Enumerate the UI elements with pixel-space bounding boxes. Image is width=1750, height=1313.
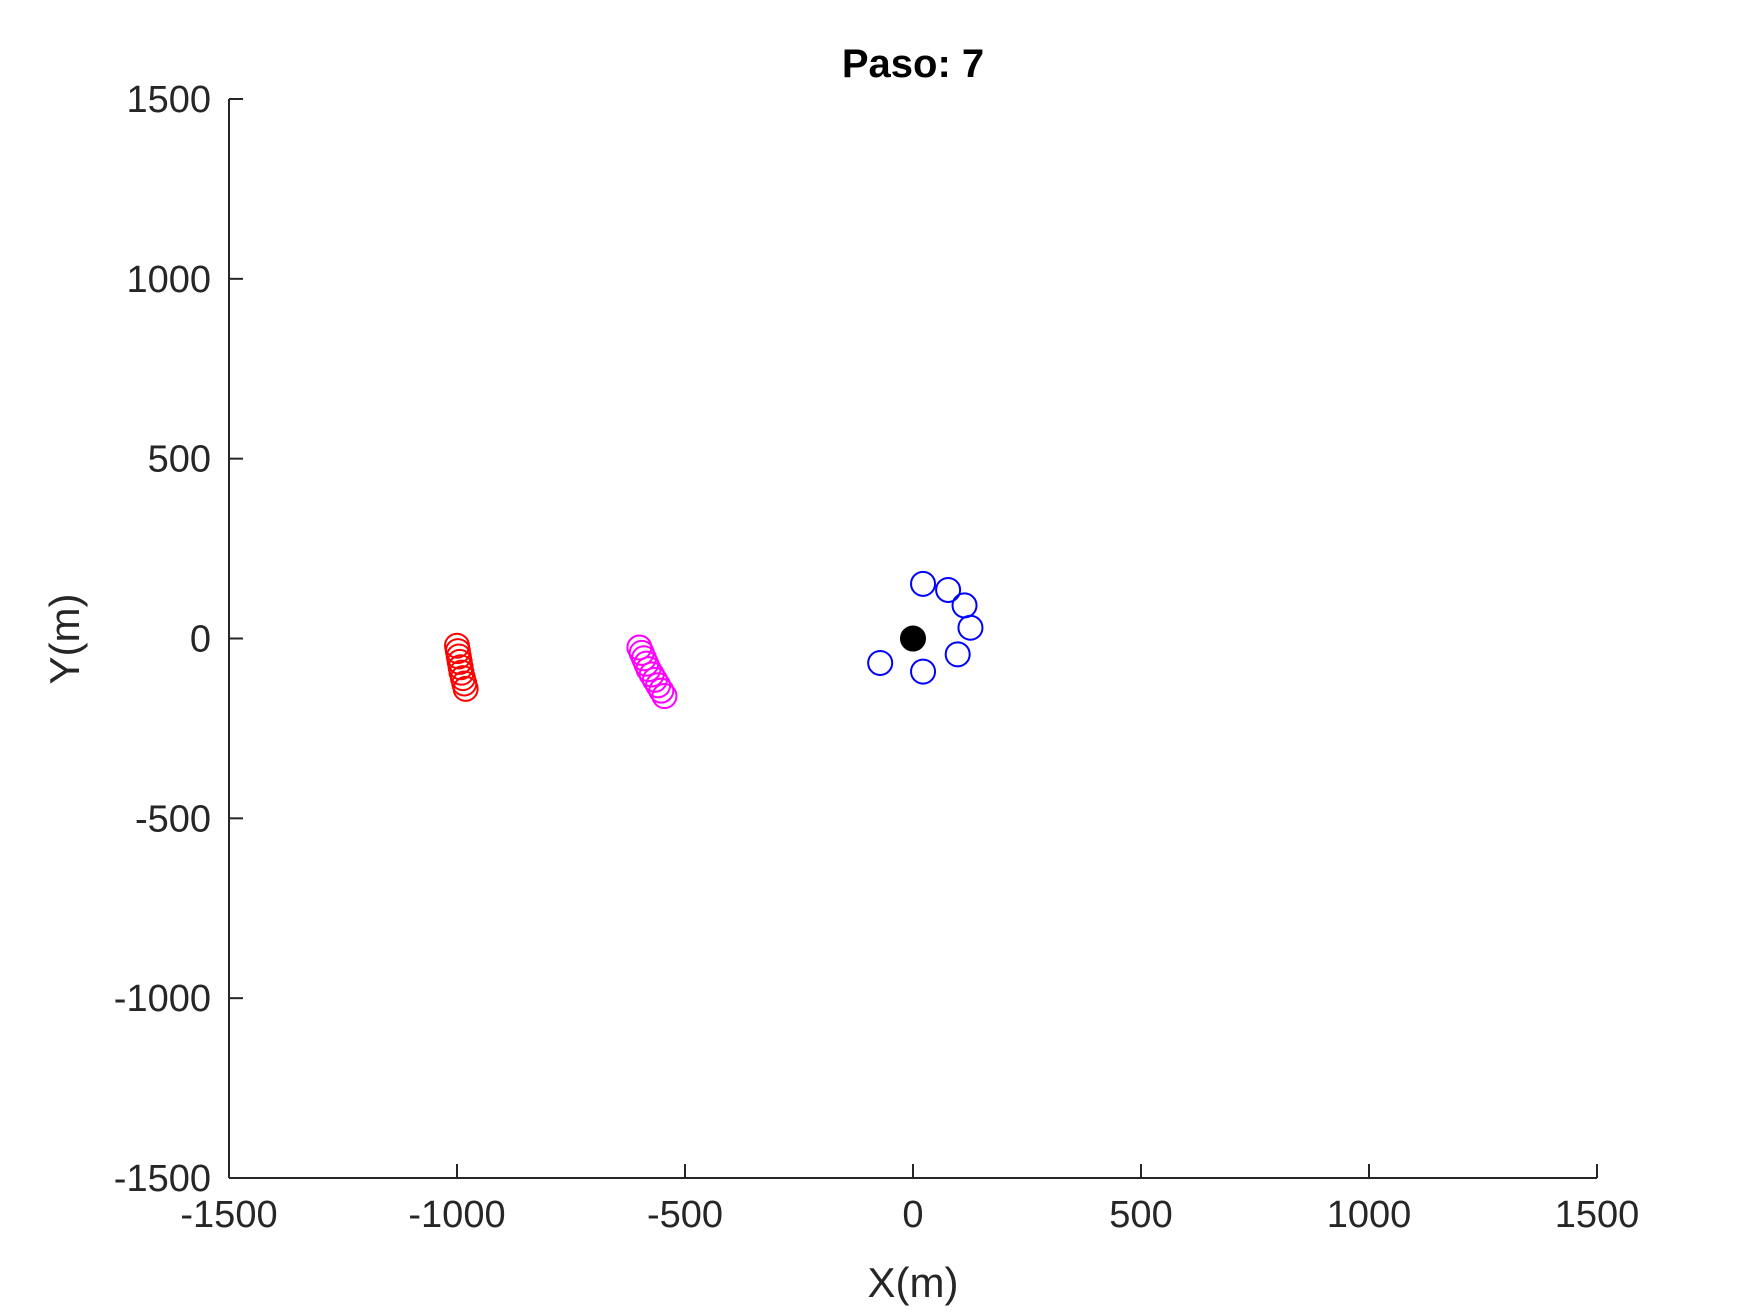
data-point	[957, 614, 984, 641]
tick-labels: -1500 -1000 -500 0 500 1000 1500 -1500 -1000 -500…	[114, 79, 1639, 1236]
axes	[228, 98, 1598, 1179]
x-tick-label: -1500	[180, 1194, 277, 1236]
y-tick-label: 0	[190, 619, 211, 661]
x-tick-label: 1000	[1327, 1194, 1412, 1236]
series-0	[444, 632, 479, 702]
x-tick-label: -1000	[408, 1194, 505, 1236]
data-point	[867, 649, 894, 676]
y-tick-label: -500	[135, 798, 211, 840]
x-tick-label: 500	[1109, 1194, 1172, 1236]
x-tick-label: 0	[902, 1194, 923, 1236]
data-point	[648, 677, 675, 704]
y-tick-label: 1000	[126, 259, 211, 301]
series-2	[867, 570, 984, 685]
x-tick-label: -500	[647, 1194, 723, 1236]
y-tick-label: -1000	[114, 978, 211, 1020]
data-point	[910, 658, 937, 685]
x-axis-label: X(m)	[868, 1259, 959, 1306]
data-point	[452, 675, 479, 702]
data-point	[935, 576, 962, 603]
data-points	[444, 570, 984, 710]
y-axis-label: Y(m)	[41, 594, 88, 685]
y-tick-label: 500	[148, 439, 211, 481]
data-point	[651, 683, 678, 710]
chart-title: Paso: 7	[842, 42, 984, 86]
y-tick-label: -1500	[114, 1158, 211, 1200]
series-3	[900, 625, 926, 652]
x-tick-label: 1500	[1555, 1194, 1640, 1236]
data-point	[910, 570, 937, 597]
data-point	[951, 592, 978, 619]
data-point	[944, 641, 971, 668]
data-point	[900, 625, 926, 652]
series-1	[626, 634, 678, 710]
y-tick-label: 1500	[126, 79, 211, 121]
